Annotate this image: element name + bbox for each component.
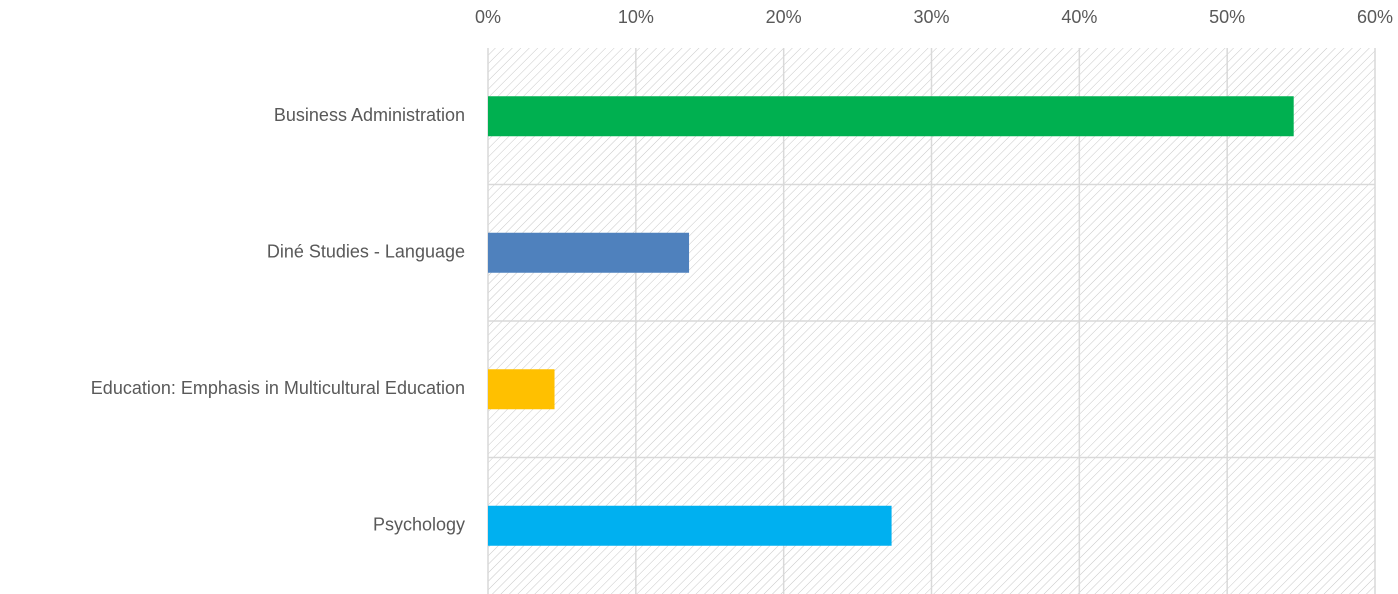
- x-tick-label: 60%: [1357, 7, 1393, 27]
- x-tick-label: 0%: [475, 7, 501, 27]
- x-tick-label: 10%: [618, 7, 654, 27]
- x-tick-label: 50%: [1209, 7, 1245, 27]
- x-tick-label: 30%: [913, 7, 949, 27]
- y-tick-label: Business Administration: [274, 105, 465, 125]
- bar: [488, 369, 555, 410]
- bar: [488, 505, 892, 546]
- bar: [488, 232, 690, 273]
- y-tick-label: Psychology: [373, 515, 465, 535]
- y-tick-label: Diné Studies - Language: [267, 242, 465, 262]
- y-tick-label: Education: Emphasis in Multicultural Edu…: [91, 378, 465, 398]
- x-tick-label: 20%: [766, 7, 802, 27]
- bar: [488, 96, 1294, 137]
- x-tick-label: 40%: [1061, 7, 1097, 27]
